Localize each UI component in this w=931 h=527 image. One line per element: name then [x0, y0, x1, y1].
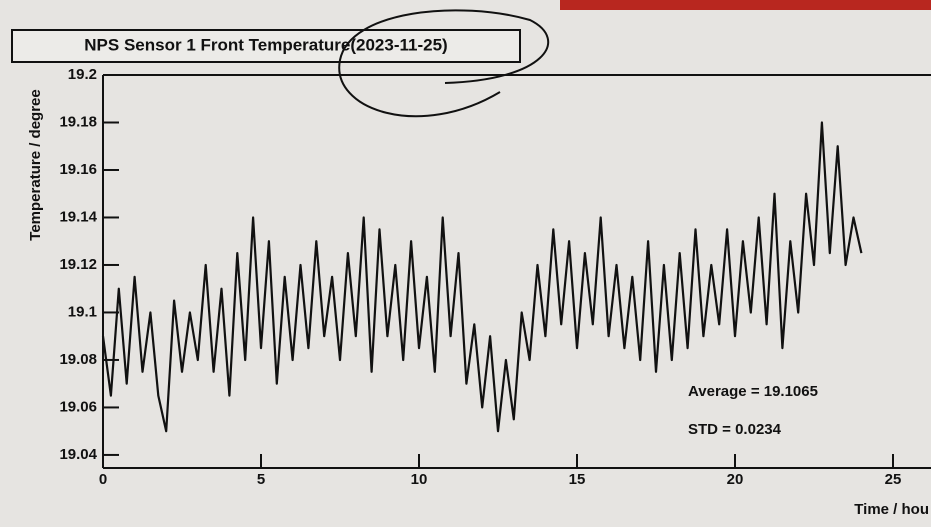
y-tick-label: 19.08 — [59, 351, 97, 368]
y-tick-label: 19.18 — [59, 113, 97, 130]
title-box — [11, 29, 521, 63]
x-tick-label: 15 — [569, 471, 586, 488]
y-tick-label: 19.16 — [59, 161, 97, 178]
x-tick-label: 5 — [257, 471, 265, 488]
chart-title: NPS Sensor 1 Front Temperature(2023-11-2… — [84, 35, 447, 54]
y-tick-label: 19.04 — [59, 446, 97, 463]
x-axis-label: Time / hou — [854, 501, 929, 518]
annotation: STD = 0.0234 — [688, 421, 782, 438]
annotation: Average = 19.1065 — [688, 383, 818, 400]
y-axis-label: Temperature / degree — [27, 89, 44, 240]
data-line — [101, 121, 863, 433]
y-tick-label: 19.14 — [59, 208, 97, 225]
y-tick-label: 19.12 — [59, 256, 97, 273]
x-tick-label: 20 — [727, 471, 744, 488]
red-strip — [560, 0, 931, 10]
y-tick-label: 19.1 — [68, 303, 97, 320]
y-tick-label: 19.06 — [59, 398, 97, 415]
x-tick-label: 25 — [885, 471, 902, 488]
x-tick-label: 0 — [99, 471, 107, 488]
x-tick-label: 10 — [411, 471, 428, 488]
hand-circle — [338, 9, 550, 118]
y-tick-label: 19.2 — [68, 66, 97, 83]
